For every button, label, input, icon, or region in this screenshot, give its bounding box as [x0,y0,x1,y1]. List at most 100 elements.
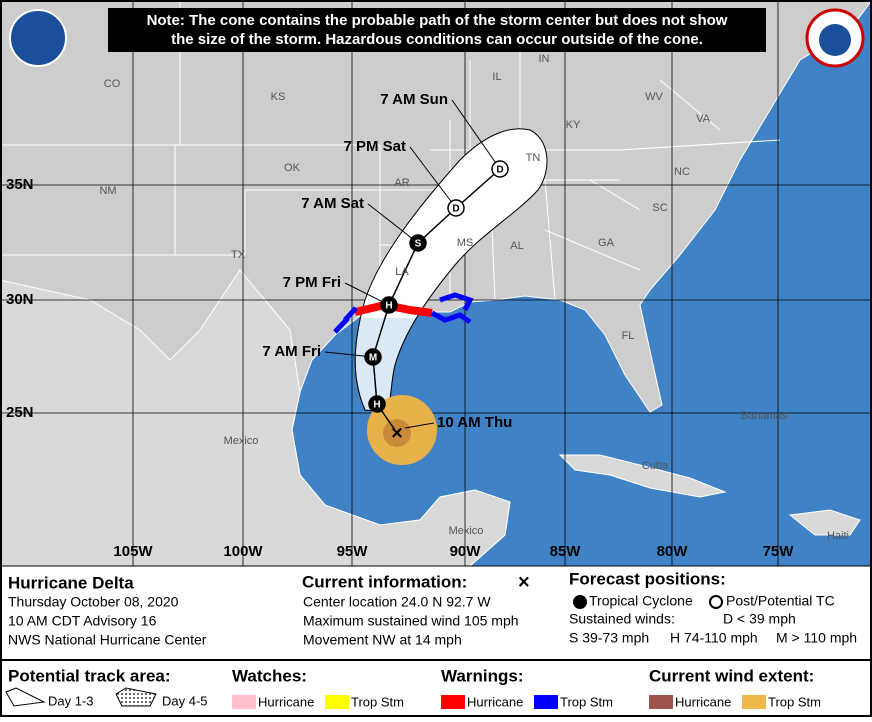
positions-item: Post/Potential TC [726,593,835,609]
note-box [108,8,766,52]
cone-day1-3 [354,318,417,413]
forecast-point [380,296,398,314]
legend-item: Day 4-5 [162,693,208,708]
map-label: NM [99,185,116,197]
forecast-point [364,348,382,366]
forecast-symbol: M [369,353,377,364]
map-label: Cuba [642,460,669,472]
legend-title: Potential track area: [8,666,171,685]
storm-info: Thursday October 08, 2020 [8,594,179,610]
map-label: TN [526,152,541,164]
day45-icon [115,687,157,707]
leader-line [404,422,435,429]
storm-info: NWS National Hurricane Center [8,632,207,648]
legend-item: Trop Stm [560,694,613,709]
forecast-point [409,234,427,252]
graticule [0,0,872,566]
forecast-point [491,160,509,178]
forecast-time: 7 AM Sat [301,195,364,212]
map-label: Mexico [449,525,484,537]
longitude-label: 85W [550,543,582,560]
legend-swatch [232,695,256,709]
forecast-time: 7 PM Fri [283,274,341,291]
map-label: WV [645,91,663,103]
longitude-label: 105W [113,543,153,560]
tropical-storm-warning [333,292,474,334]
longitude-label: 75W [763,543,795,560]
noaa-logo [9,9,67,67]
storm-name: Hurricane Delta [8,573,134,592]
longitude-label: 100W [223,543,263,560]
map-label: IL [492,71,501,83]
map-label: AL [510,240,523,252]
map-label: KY [566,119,581,131]
current-marker-legend: × [518,571,530,593]
cuba [558,454,727,498]
map-label: AR [394,177,409,189]
legend-item: Hurricane [467,694,523,709]
longitude-label: 90W [450,543,482,560]
current-line: Movement NW at 14 mph [303,632,462,648]
forecast-time: 7 AM Fri [262,343,321,360]
forecast-point [368,395,386,413]
legend-item: Hurricane [675,694,731,709]
map-label: Mexico [224,435,259,447]
map-label: MS [457,237,474,249]
legend-swatch [441,695,465,709]
hispaniola [788,509,861,536]
day13-icon [5,687,46,707]
mexico [0,269,511,567]
map-label: IN [539,53,550,65]
storm-info: 10 AM CDT Advisory 16 [8,613,157,629]
grid-lines [0,0,872,566]
map-label: Haiti [827,530,849,542]
hurricane-warning [354,300,433,317]
map-label: SC [652,202,667,214]
map-label: NC [674,166,690,178]
leader-line [367,203,419,244]
legend-title: Warnings: [441,666,523,685]
forecast-time: 7 AM Sun [380,91,448,108]
current-line: Center location 24.0 N 92.7 W [303,594,491,610]
current-marker: × [391,422,403,444]
legend-swatch [742,695,766,709]
tropical-icon [573,595,587,609]
forecast-time: 7 PM Sat [343,138,406,155]
legend-swatch [325,695,349,709]
legend-title: Watches: [232,666,307,685]
forecast-symbol: D [452,204,459,215]
note-line: the size of the storm. Hazardous conditi… [171,31,703,48]
note-line: Note: The cone contains the probable pat… [147,12,728,29]
legend-swatch [649,695,673,709]
map-label: KS [271,91,286,103]
legend-item: Trop Stm [351,694,404,709]
legend-title: Current wind extent: [649,666,814,685]
positions-item: Sustained winds: [569,611,675,627]
map-label: GA [598,237,615,249]
map-label: LA [395,266,409,278]
map-label: Bahamas [741,410,788,422]
forecast-symbol: H [373,400,380,411]
current-time: 10 AM Thu [437,414,512,431]
leader-line [451,99,501,170]
map-label: FL [622,330,635,342]
post-icon [709,595,723,609]
map-label: VA [696,113,711,125]
current-line: Maximum sustained wind 105 mph [303,613,519,629]
legend-item: Day 1-3 [48,693,94,708]
positions-item: D < 39 mph [723,611,796,627]
latitude-label: 30N [6,291,34,308]
forecast-symbol: D [496,165,503,176]
positions-item: S 39-73 mph [569,630,649,646]
forecast-symbol: H [385,301,392,312]
legend-item: Hurricane [258,694,314,709]
map-label: TX [231,249,246,261]
latitude-label: 25N [6,404,34,421]
positions-item: H 74-110 mph [670,630,758,646]
longitude-label: 95W [337,543,369,560]
leader-line [409,146,457,209]
latitude-label: 35N [6,176,34,193]
map-label: OK [284,162,301,174]
